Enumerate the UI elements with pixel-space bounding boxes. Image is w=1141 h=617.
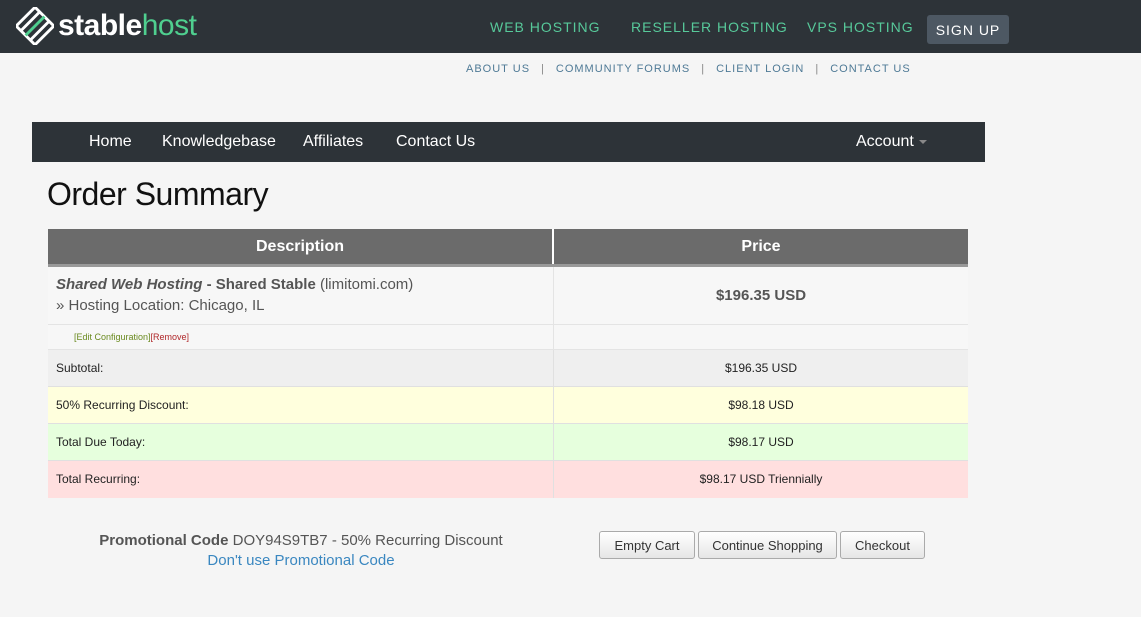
total-recurring-value: $98.17 USD Triennially bbox=[699, 472, 823, 486]
logo-word-stable: stable bbox=[58, 9, 142, 42]
nav-knowledgebase[interactable]: Knowledgebase bbox=[162, 133, 276, 150]
subtotal-row: Subtotal: $196.35 USD bbox=[48, 350, 968, 387]
product-row: Shared Web Hosting - Shared Stable (limi… bbox=[48, 267, 968, 325]
nav-web-hosting[interactable]: WEB HOSTING bbox=[490, 18, 601, 35]
page-title: Order Summary bbox=[47, 176, 269, 212]
client-login-link[interactable]: CLIENT LOGIN bbox=[716, 63, 805, 75]
separator: | bbox=[815, 63, 820, 75]
community-forums-link[interactable]: COMMUNITY FORUMS bbox=[555, 63, 691, 75]
order-summary-table: Description Price Shared Web Hosting - S… bbox=[48, 229, 968, 498]
nav-reseller-hosting[interactable]: RESELLER HOSTING bbox=[631, 18, 788, 35]
remove-item-link[interactable]: [Remove] bbox=[150, 332, 190, 342]
stablehost-logo-icon bbox=[16, 7, 54, 45]
discount-label: 50% Recurring Discount: bbox=[48, 387, 554, 423]
total-due-label: Total Due Today: bbox=[48, 424, 554, 460]
separator: | bbox=[541, 63, 545, 75]
product-price: $196.35 USD bbox=[715, 287, 807, 304]
total-recurring-label: Total Recurring: bbox=[48, 461, 554, 498]
edit-configuration-link[interactable]: [Edit Configuration] bbox=[74, 332, 151, 342]
remove-promo-link[interactable]: Don't use Promotional Code bbox=[207, 552, 395, 569]
top-header-bar: stablehost WEB HOSTING RESELLER HOSTING … bbox=[0, 0, 1141, 53]
product-actions-row: [Edit Configuration][Remove] bbox=[48, 325, 968, 350]
nav-contact-us[interactable]: Contact Us bbox=[396, 133, 476, 150]
logo-text: stablehost bbox=[58, 7, 197, 45]
account-menu[interactable]: Account bbox=[856, 122, 927, 162]
checkout-button[interactable]: Checkout bbox=[840, 531, 925, 559]
empty-cart-button[interactable]: Empty Cart bbox=[599, 531, 695, 559]
about-us-link[interactable]: ABOUT US bbox=[466, 63, 531, 75]
total-due-row: Total Due Today: $98.17 USD bbox=[48, 424, 968, 461]
discount-row: 50% Recurring Discount: $98.18 USD bbox=[48, 387, 968, 424]
subtotal-label: Subtotal: bbox=[48, 350, 554, 386]
main-navigation: Home Knowledgebase Affiliates Contact Us… bbox=[32, 122, 985, 162]
nav-affiliates[interactable]: Affiliates bbox=[303, 133, 364, 150]
continue-shopping-button[interactable]: Continue Shopping bbox=[698, 531, 837, 559]
product-description: Shared Web Hosting - Shared Stable (limi… bbox=[48, 267, 554, 324]
product-group: Shared Web Hosting bbox=[56, 276, 203, 293]
nav-home[interactable]: Home bbox=[89, 133, 132, 150]
promo-code-info: Promotional Code DOY94S9TB7 - 50% Recurr… bbox=[48, 531, 554, 571]
total-recurring-row: Total Recurring: $98.17 USD Triennially bbox=[48, 461, 968, 498]
secondary-links: ABOUT US | COMMUNITY FORUMS | CLIENT LOG… bbox=[466, 61, 911, 77]
account-label: Account bbox=[856, 133, 914, 150]
caret-down-icon bbox=[918, 139, 927, 144]
product-domain: (limitomi.com) bbox=[315, 276, 414, 293]
site-logo[interactable]: stablehost bbox=[16, 6, 197, 46]
product-name: Shared Stable bbox=[215, 276, 316, 293]
sign-up-button[interactable]: SIGN UP bbox=[927, 15, 1009, 44]
promo-code-value: DOY94S9TB7 - 50% Recurring Discount bbox=[228, 532, 503, 549]
total-due-value: $98.17 USD bbox=[728, 435, 794, 449]
empty-cell bbox=[554, 325, 968, 349]
contact-us-link[interactable]: CONTACT US bbox=[830, 63, 911, 75]
promo-code-line: Promotional Code DOY94S9TB7 - 50% Recurr… bbox=[48, 531, 554, 551]
product-dash: - bbox=[202, 276, 216, 293]
separator: | bbox=[701, 63, 706, 75]
nav-vps-hosting[interactable]: VPS HOSTING bbox=[807, 18, 914, 35]
subtotal-value: $196.35 USD bbox=[724, 361, 798, 375]
product-option: » Hosting Location: Chicago, IL bbox=[56, 297, 265, 314]
product-actions: [Edit Configuration][Remove] bbox=[48, 325, 554, 349]
column-header-price: Price bbox=[741, 238, 781, 255]
promo-code-label: Promotional Code bbox=[99, 532, 229, 549]
discount-value: $98.18 USD bbox=[728, 398, 794, 412]
logo-word-host: host bbox=[141, 9, 197, 42]
table-header: Description Price bbox=[48, 229, 968, 267]
column-header-description: Description bbox=[48, 229, 554, 264]
